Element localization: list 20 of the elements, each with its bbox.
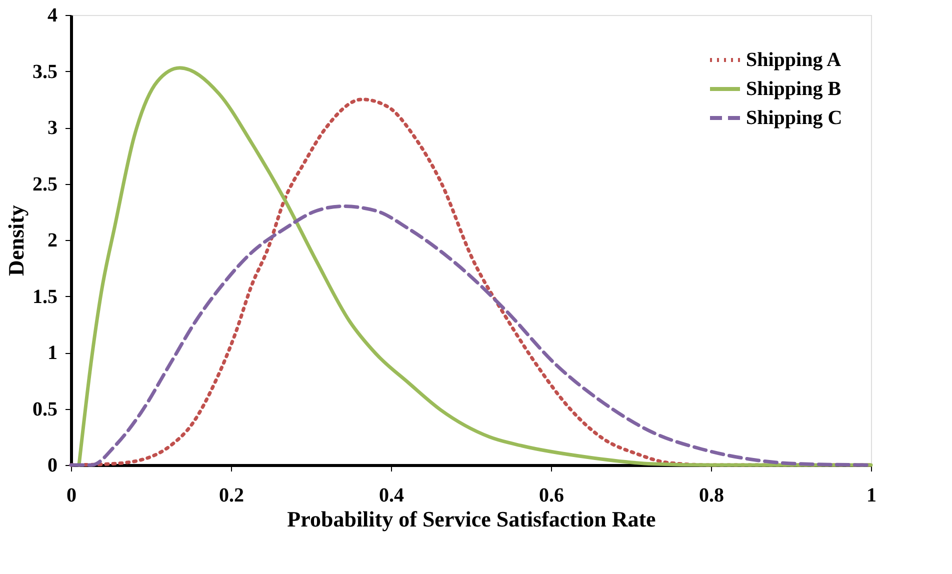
y-tick-label: 2.5	[32, 173, 58, 196]
y-tick-label: 0	[48, 454, 58, 476]
x-tick-label: 1	[866, 484, 876, 506]
x-tick-label: 0.6	[539, 484, 564, 506]
x-tick-label: 0	[66, 484, 76, 506]
y-tick-label: 4	[48, 4, 58, 26]
y-tick-label: 2	[48, 230, 58, 252]
legend-label: Shipping B	[746, 78, 842, 100]
y-tick-label: 1	[48, 342, 58, 364]
legend-label: Shipping C	[746, 107, 842, 129]
y-axis-title: Density	[4, 205, 28, 276]
x-axis-title: Probability of Service Satisfaction Rate	[287, 506, 656, 532]
y-tick-label: 1.5	[32, 286, 58, 308]
x-tick-label: 0.2	[219, 484, 244, 506]
y-tick-label: 3.5	[32, 60, 58, 83]
y-tick-label: 0.5	[32, 398, 58, 420]
y-tick-label: 3	[48, 117, 58, 139]
legend-label: Shipping A	[746, 49, 842, 71]
x-tick-label: 0.8	[699, 484, 724, 506]
x-tick-label: 0.4	[379, 484, 404, 506]
